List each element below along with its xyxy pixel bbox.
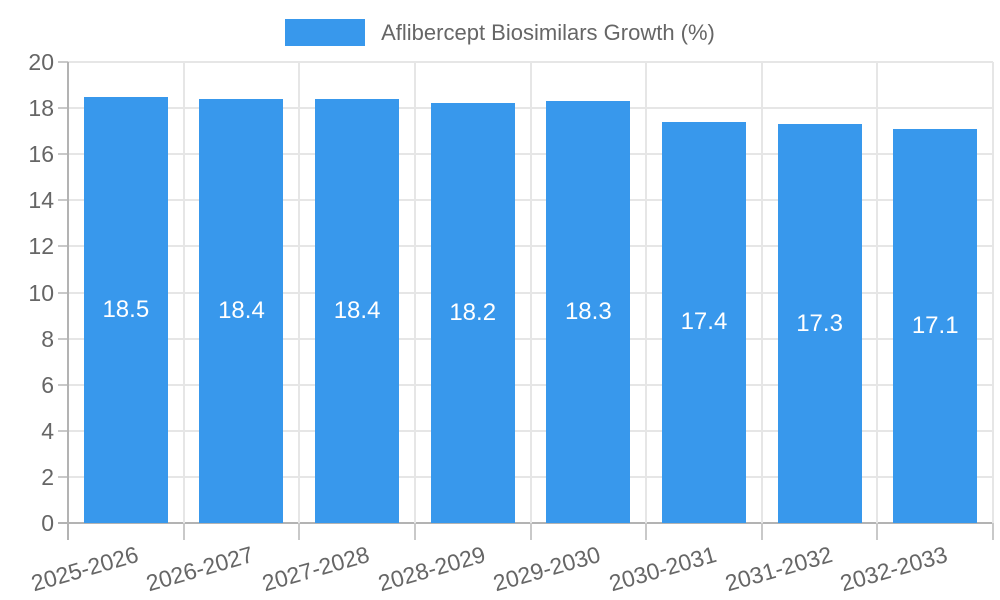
v-gridline xyxy=(876,62,878,523)
y-tick-mark xyxy=(58,522,68,524)
v-gridline xyxy=(530,62,532,523)
y-tick-mark xyxy=(58,107,68,110)
bar[interactable]: 17.4 xyxy=(661,121,746,523)
y-tick-mark xyxy=(58,475,68,478)
chart-legend: Aflibercept Biosimilars Growth (%) xyxy=(0,19,1000,46)
v-gridline xyxy=(761,62,763,523)
bar[interactable]: 18.2 xyxy=(430,103,515,523)
y-tick-mark xyxy=(58,383,68,386)
y-tick-label: 12 xyxy=(28,233,54,260)
x-tick-mark xyxy=(645,523,647,540)
x-tick-mark xyxy=(992,523,994,540)
bar-value-label: 17.1 xyxy=(911,311,959,339)
y-tick-mark xyxy=(58,245,68,248)
y-tick-label: 14 xyxy=(28,187,54,214)
y-tick-label: 10 xyxy=(28,279,54,306)
y-tick-label: 0 xyxy=(41,510,54,536)
bar-value-label: 17.4 xyxy=(680,308,728,336)
bar-value-label: 18.2 xyxy=(449,299,497,327)
y-tick-label: 4 xyxy=(41,417,54,444)
legend-swatch xyxy=(285,19,366,46)
x-tick-mark xyxy=(761,523,763,540)
bar[interactable]: 17.3 xyxy=(777,124,862,523)
y-tick-label: 20 xyxy=(28,49,54,75)
x-tick-mark xyxy=(530,523,532,540)
bar-value-label: 18.4 xyxy=(333,296,381,324)
y-tick-label: 6 xyxy=(41,371,54,398)
v-gridline xyxy=(67,62,69,523)
v-gridline xyxy=(414,62,416,523)
x-tick-mark xyxy=(876,523,878,540)
bar[interactable]: 18.3 xyxy=(546,101,631,523)
bar-value-label: 18.3 xyxy=(564,298,612,326)
y-tick-label: 16 xyxy=(28,141,54,168)
y-tick-mark xyxy=(58,337,68,340)
v-gridline xyxy=(183,62,185,523)
legend-item[interactable]: Aflibercept Biosimilars Growth (%) xyxy=(285,19,715,46)
y-tick-mark xyxy=(58,153,68,156)
x-tick-mark xyxy=(298,523,300,540)
v-gridline xyxy=(992,62,994,523)
bar[interactable]: 18.4 xyxy=(315,98,400,523)
bar[interactable]: 17.1 xyxy=(893,128,978,523)
v-gridline xyxy=(645,62,647,523)
x-tick-mark xyxy=(183,523,185,540)
bar-value-label: 18.4 xyxy=(218,296,265,324)
bar[interactable]: 18.4 xyxy=(199,98,284,523)
y-tick-label: 8 xyxy=(41,325,54,352)
y-tick-mark xyxy=(58,429,68,432)
y-tick-mark xyxy=(58,291,68,294)
y-tick-label: 2 xyxy=(41,463,54,490)
bar-value-label: 17.3 xyxy=(796,309,843,337)
y-tick-mark xyxy=(58,199,68,202)
bar[interactable]: 18.5 xyxy=(83,96,168,523)
y-tick-mark xyxy=(58,61,68,63)
x-tick-mark xyxy=(67,523,69,540)
legend-label: Aflibercept Biosimilars Growth (%) xyxy=(381,20,715,45)
y-tick-label: 18 xyxy=(28,95,54,122)
v-gridline xyxy=(298,62,300,523)
bar-value-label: 18.5 xyxy=(102,295,150,323)
plot-area: 18.5 18.4 18.4 18.2 18.3 17.4 17.3 17.1 xyxy=(58,61,994,540)
x-tick-mark xyxy=(414,523,416,540)
